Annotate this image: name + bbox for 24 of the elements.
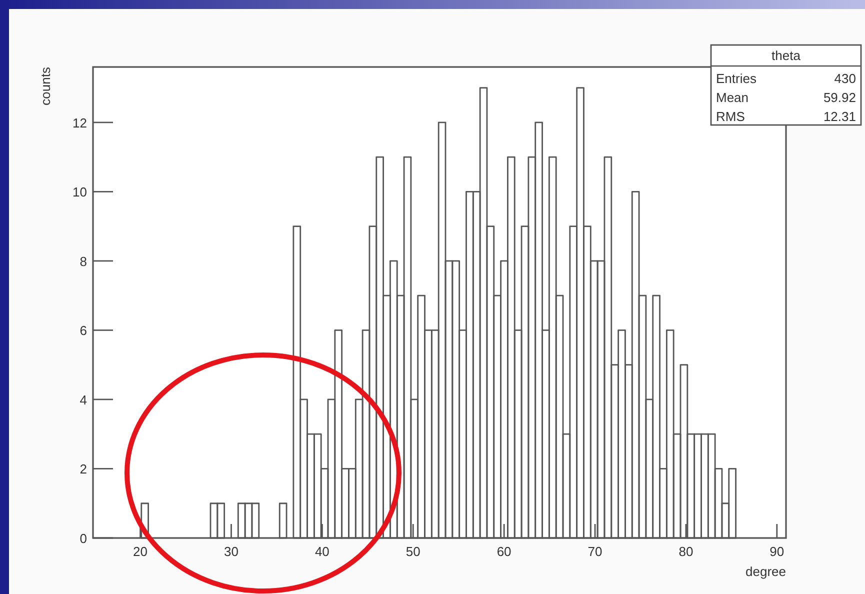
y-tick-label: 6 [80, 323, 87, 338]
x-tick-label: 90 [770, 544, 784, 559]
annotation: Mean [716, 90, 749, 105]
x-tick-label: 80 [678, 544, 694, 559]
x-axis-title: degree [746, 564, 786, 579]
annotation: RMS [716, 109, 746, 124]
text: 430 [834, 71, 856, 86]
y-tick-label: 12 [72, 115, 87, 130]
text: 12.31 [823, 109, 856, 124]
x-tick-label: 60 [496, 544, 512, 559]
text: 59.92 [823, 90, 856, 105]
chart-title: theta [772, 48, 802, 63]
y-tick-label: 8 [80, 254, 87, 269]
y-tick-label: 0 [80, 531, 87, 546]
y-axis-title: counts [38, 66, 53, 106]
y-tick-label: 10 [72, 184, 87, 200]
annotation: Entries [716, 71, 757, 86]
x-tick-label: 40 [314, 544, 330, 559]
y-tick-label: 4 [80, 392, 87, 408]
y-tick-label: 2 [80, 462, 87, 477]
x-tick-label: 50 [406, 544, 420, 559]
x-tick-label: 70 [588, 544, 602, 559]
x-tick-label: 30 [224, 544, 238, 559]
x-tick-label: 20 [133, 544, 148, 559]
